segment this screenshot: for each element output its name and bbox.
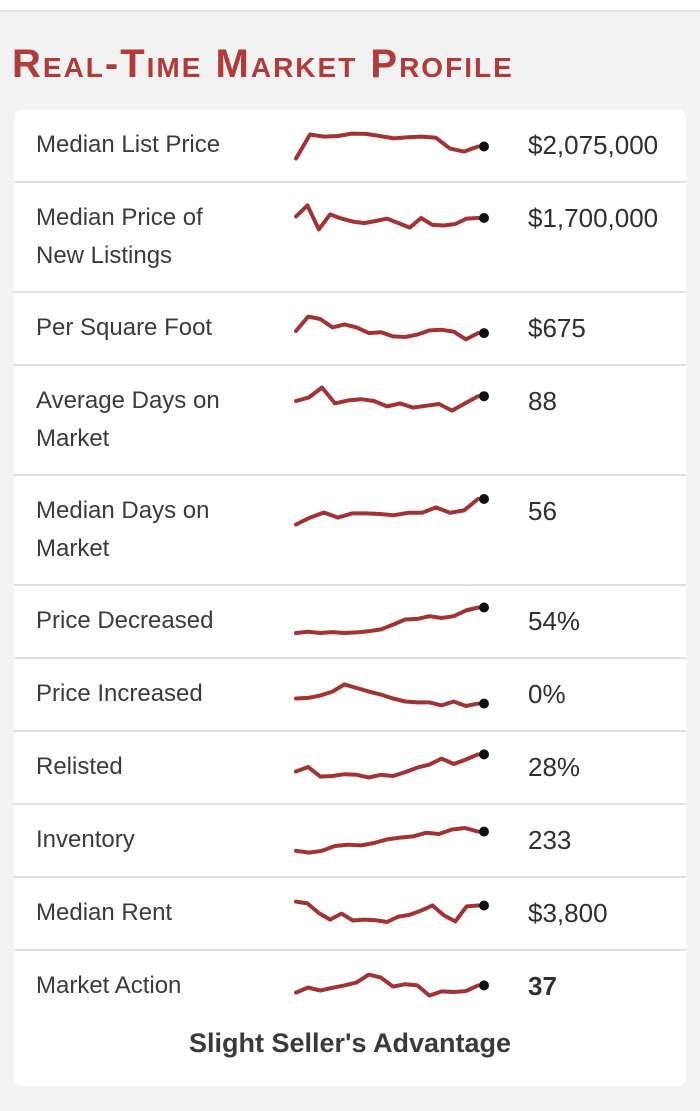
metric-value: 233: [528, 825, 572, 855]
metric-label: Price Increased: [36, 680, 203, 707]
latest-value-dot: [479, 826, 489, 837]
metric-row: Median Days on Market 56: [14, 474, 686, 584]
sparkline-chart: [292, 125, 492, 165]
sparkline-chart: [292, 747, 492, 787]
metric-row: Per Square Foot $675: [14, 291, 686, 364]
metric-label: Median List Price: [36, 131, 221, 158]
latest-value-dot: [479, 900, 489, 911]
metric-row: Price Increased 0%: [14, 657, 686, 730]
metric-row: Market Action 37: [14, 949, 686, 1022]
market-status-text: Slight Seller's Advantage: [188, 1028, 511, 1058]
sparkline-chart: [292, 198, 492, 238]
metric-row: Median Price of New Listings $1,700,000: [14, 181, 686, 291]
sparkline-path: [294, 682, 480, 708]
sparkline-chart: [292, 674, 492, 714]
market-profile-card: Median List Price $2,075,000 Median Pric…: [14, 110, 686, 1086]
latest-value-dot: [479, 602, 489, 613]
metric-label: Inventory: [36, 826, 135, 853]
metric-row: Price Decreased 54%: [14, 584, 686, 657]
metric-row: Median Rent $3,800: [14, 876, 686, 949]
sparkline-path: [294, 385, 480, 413]
metric-row: Average Days on Market 88: [14, 364, 686, 474]
metric-row: Relisted 28%: [14, 730, 686, 803]
sparkline-path: [294, 899, 480, 924]
sparkline-chart: [292, 966, 492, 1006]
sparkline-path: [294, 605, 480, 635]
latest-value-dot: [479, 980, 489, 991]
sparkline-path: [294, 131, 480, 161]
metric-value: 56: [528, 496, 557, 526]
metric-label: Per Square Foot: [36, 314, 213, 341]
metric-value: 28%: [528, 752, 581, 782]
metric-row: Median List Price $2,075,000: [14, 110, 686, 181]
metric-value: 88: [528, 386, 557, 416]
metric-label: Median Price of New Listings: [36, 204, 203, 269]
latest-value-dot: [479, 494, 489, 504]
latest-value-dot: [479, 328, 489, 339]
sparkline-path: [294, 972, 480, 998]
sparkline-chart: [292, 893, 492, 933]
metric-value: 54%: [528, 606, 581, 636]
metric-label: Median Days on Market: [36, 497, 210, 562]
metric-value: $1,700,000: [528, 203, 659, 233]
metric-label: Median Rent: [36, 899, 173, 926]
latest-value-dot: [479, 213, 489, 223]
sparkline-path: [294, 826, 480, 855]
metric-value: $3,800: [528, 898, 608, 928]
metric-rows-container: Median List Price $2,075,000 Median Pric…: [14, 110, 686, 1022]
latest-value-dot: [479, 698, 489, 709]
latest-value-dot: [479, 141, 489, 152]
page-title: Real-Time Market Profile: [12, 42, 514, 86]
sparkline-path: [294, 497, 480, 527]
sparkline-path: [294, 203, 480, 232]
sparkline-chart: [292, 601, 492, 641]
sparkline-chart: [292, 381, 492, 421]
latest-value-dot: [479, 391, 489, 402]
metric-label: Price Decreased: [36, 607, 214, 634]
metric-label: Relisted: [36, 753, 123, 780]
sparkline-path: [294, 752, 480, 780]
metric-label: Average Days on Market: [36, 387, 220, 452]
metric-value: 0%: [528, 679, 566, 709]
metric-row: Inventory 233: [14, 803, 686, 876]
sparkline-path: [294, 314, 480, 342]
metric-value: 37: [528, 971, 557, 1001]
metric-value: $675: [528, 313, 586, 343]
metric-value: $2,075,000: [528, 130, 659, 160]
top-strip: [0, 0, 700, 12]
sparkline-chart: [292, 308, 492, 348]
latest-value-dot: [479, 749, 489, 760]
sparkline-chart: [292, 820, 492, 860]
sparkline-chart: [292, 491, 492, 531]
metric-label: Market Action: [36, 972, 182, 999]
